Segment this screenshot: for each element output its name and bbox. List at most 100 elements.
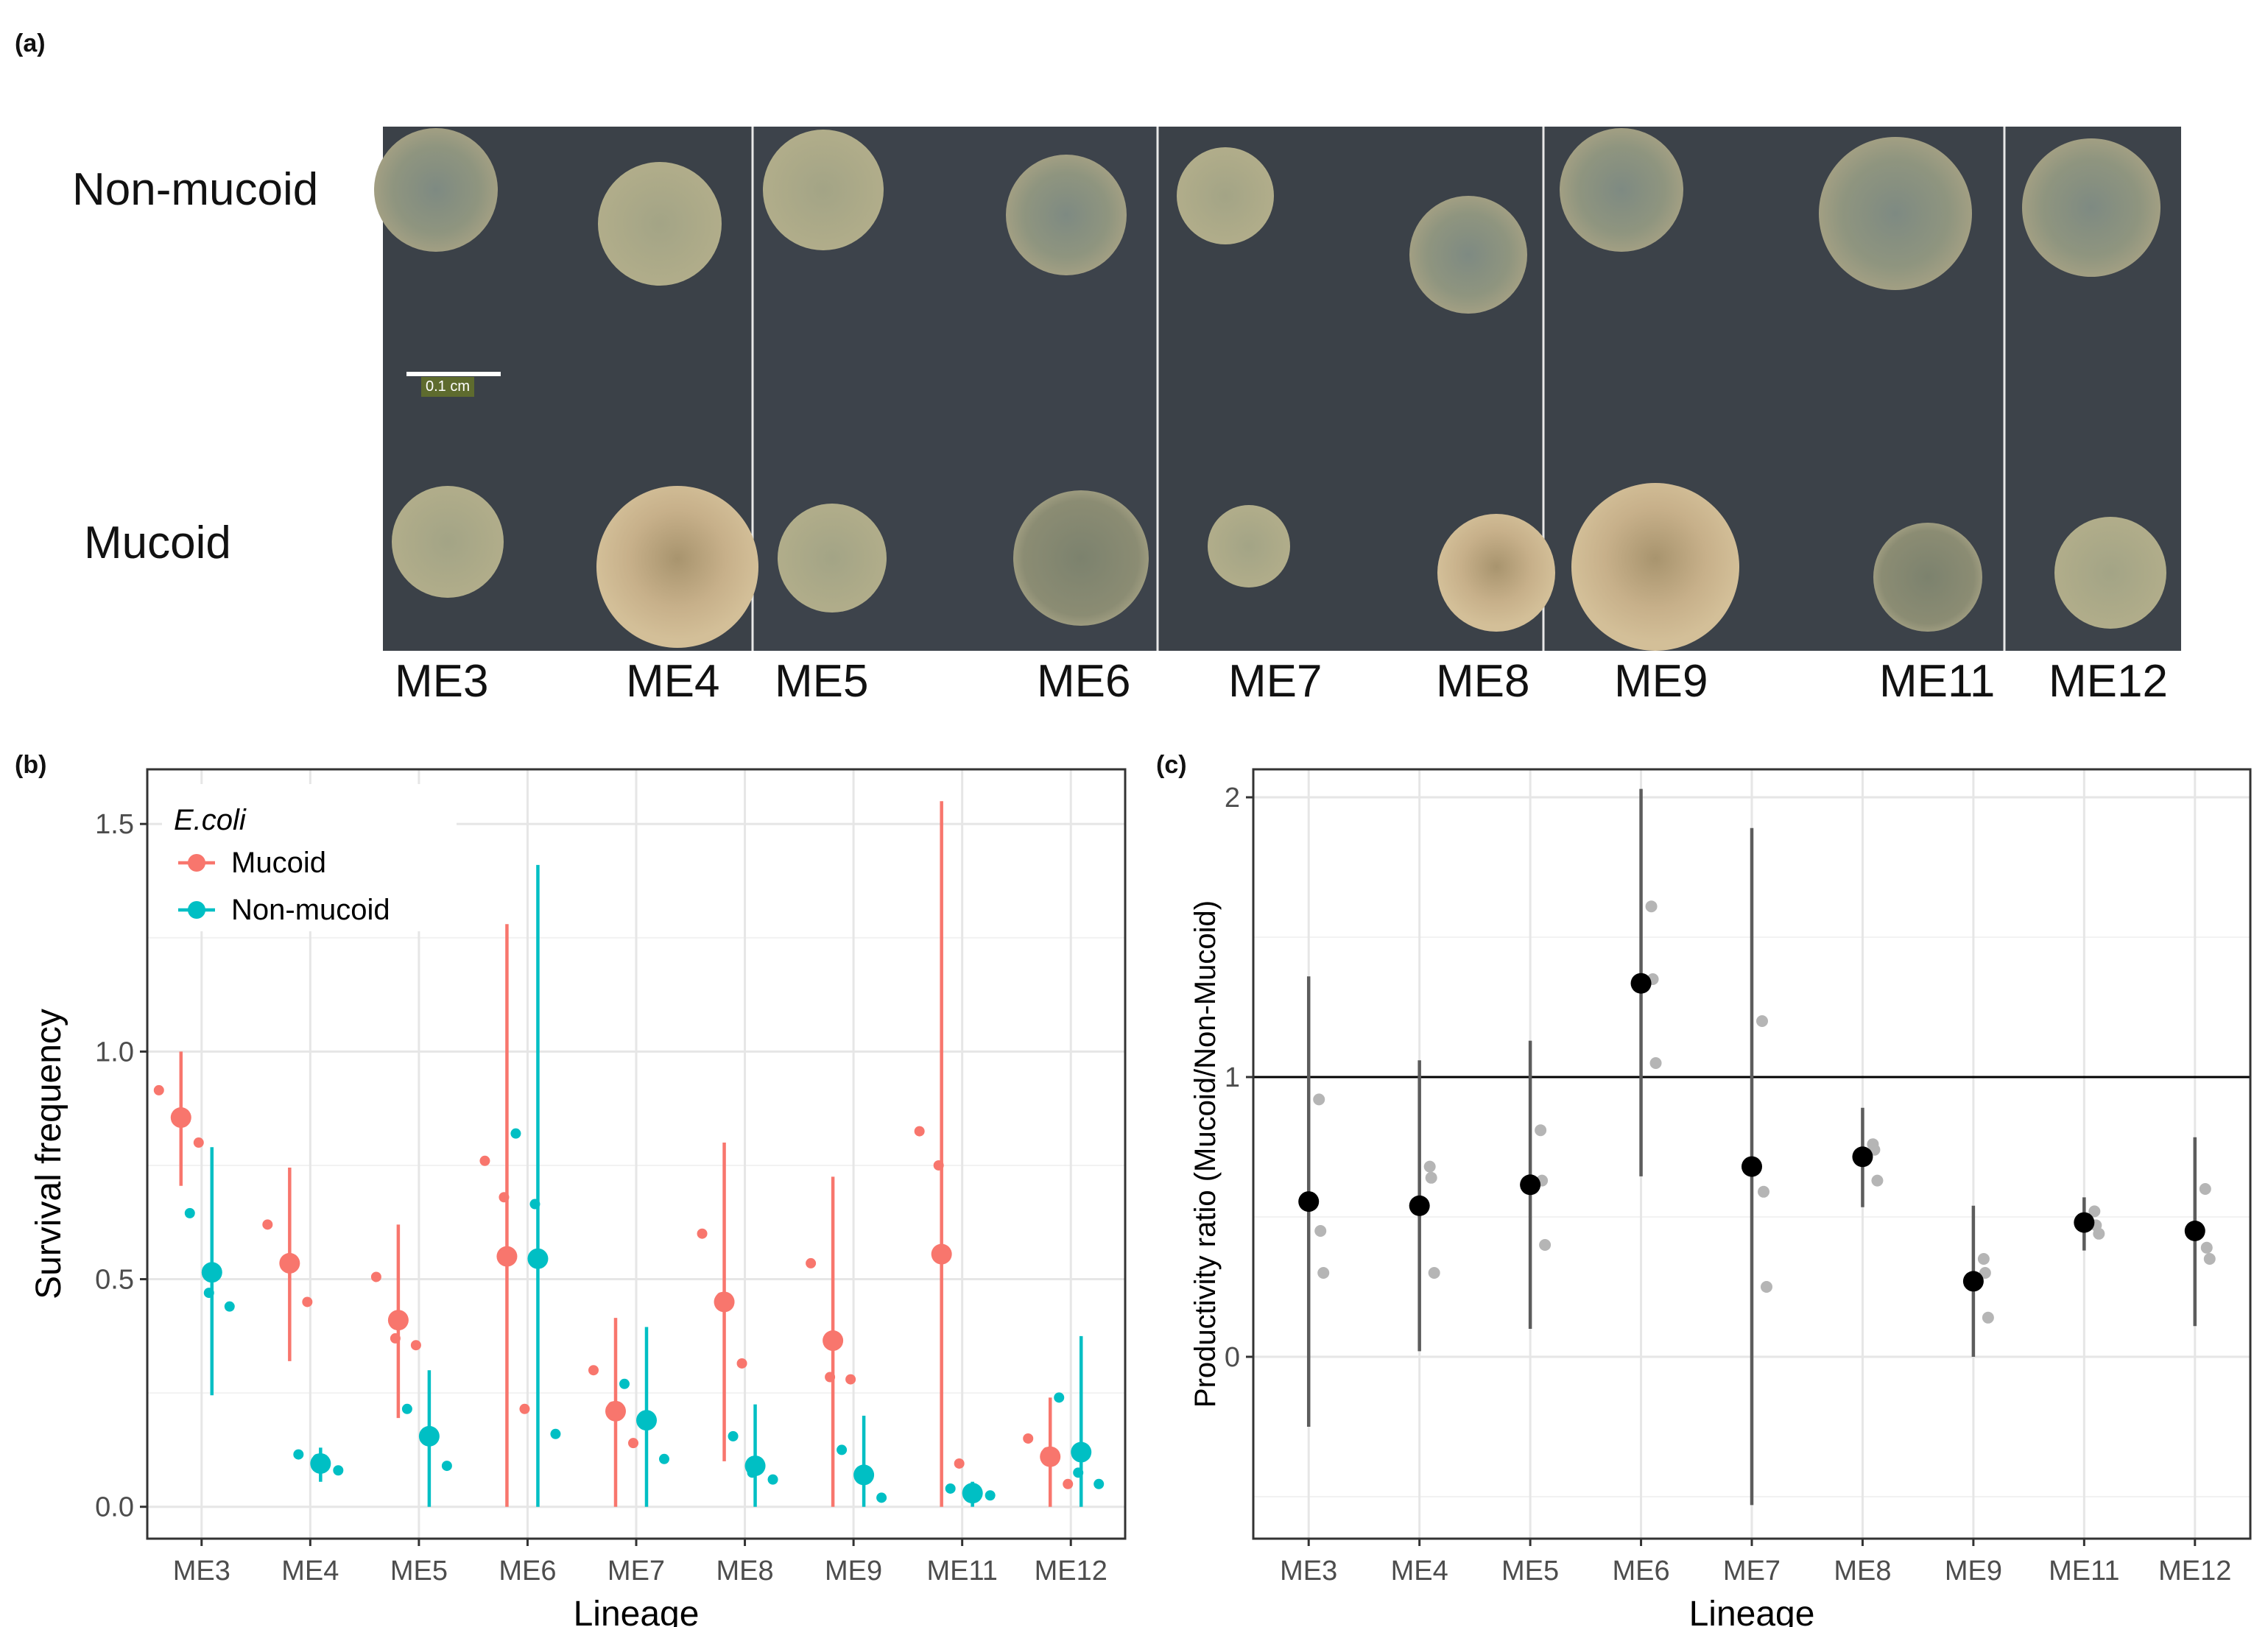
replicate-point-mucoid [410, 1340, 421, 1351]
replicate-point-non-mucoid [203, 1288, 214, 1299]
replicate-point-mucoid [390, 1333, 401, 1344]
replicate-point-non-mucoid [728, 1430, 739, 1441]
replicate-point-ratio [1756, 1015, 1768, 1027]
replicate-point-ratio [2199, 1183, 2211, 1195]
mean-point-ratio [1742, 1156, 1762, 1177]
replicate-point-non-mucoid [529, 1199, 540, 1210]
x-tick-label: ME11 [926, 1556, 997, 1587]
colony-me9-non-mucoid [1560, 128, 1683, 252]
x-tick-label: ME3 [173, 1556, 230, 1587]
replicate-point-mucoid [806, 1257, 817, 1268]
mean-point-mucoid [1040, 1446, 1061, 1467]
y-tick-label: 0 [1225, 1342, 1240, 1373]
mean-point-non-mucoid [310, 1453, 331, 1474]
replicate-point-non-mucoid [1073, 1467, 1084, 1478]
replicate-point-mucoid [736, 1358, 747, 1369]
x-tick-label: ME5 [1501, 1556, 1559, 1587]
replicate-point-mucoid [193, 1137, 204, 1148]
replicate-point-mucoid [519, 1403, 530, 1414]
y-tick-label: 0.0 [95, 1492, 134, 1523]
colony-me5-non-mucoid [763, 130, 884, 250]
replicate-point-non-mucoid [293, 1449, 304, 1460]
x-tick-label: ME11 [2049, 1556, 2119, 1587]
colony-me4-mucoid [596, 486, 758, 648]
lineage-label-me5: ME5 [775, 656, 869, 707]
replicate-point-ratio [1314, 1225, 1327, 1237]
replicate-point-ratio [1758, 1185, 1769, 1198]
replicate-point-mucoid [914, 1126, 925, 1137]
mean-point-mucoid [279, 1252, 300, 1274]
x-tick-label: ME8 [1834, 1556, 1891, 1587]
replicate-point-mucoid [1023, 1433, 1034, 1444]
replicate-point-mucoid [954, 1458, 965, 1469]
replicate-point-mucoid [499, 1192, 510, 1203]
replicate-point-mucoid [153, 1084, 164, 1095]
colony-me5-mucoid [778, 504, 887, 613]
x-tick-label: ME8 [716, 1556, 773, 1587]
replicate-point-non-mucoid [659, 1453, 669, 1464]
x-tick-label: ME7 [1723, 1556, 1781, 1587]
replicate-point-mucoid [370, 1271, 381, 1282]
replicate-point-non-mucoid [876, 1492, 887, 1503]
y-tick-label: 1.0 [95, 1037, 134, 1067]
replicate-point-ratio [1425, 1171, 1437, 1184]
colony-me4-non-mucoid [598, 162, 722, 286]
replicate-point-non-mucoid [945, 1483, 956, 1494]
survival-frequency-chart: 0.0 0.5 1.0 1.5 ME3 ME4 ME5 ME6 ME7 ME8 ME9 ME11 ME1… [29, 768, 1127, 1627]
replicate-point-non-mucoid [767, 1474, 778, 1485]
panel-c-letter: (c) [1156, 751, 1187, 779]
colony-me3-non-mucoid [374, 128, 498, 252]
mean-point-non-mucoid [853, 1464, 875, 1486]
replicate-point-non-mucoid [510, 1128, 521, 1139]
replicate-point-ratio [1871, 1174, 1884, 1187]
x-tick-label: ME12 [1035, 1556, 1107, 1587]
replicate-point-non-mucoid [441, 1461, 452, 1472]
replicate-point-non-mucoid [184, 1207, 195, 1218]
mean-point-mucoid [496, 1246, 518, 1267]
x-tick-label: ME3 [1280, 1556, 1337, 1587]
mean-point-ratio [2184, 1221, 2205, 1241]
colony-me9-mucoid [1571, 483, 1739, 651]
y-axis-title: Survival frequency [29, 1009, 68, 1299]
mean-point-ratio [1630, 973, 1652, 994]
replicate-point-non-mucoid [985, 1490, 996, 1501]
mean-point-non-mucoid [962, 1483, 983, 1504]
replicate-point-ratio [1645, 900, 1658, 913]
colony-me12-non-mucoid [2022, 138, 2160, 277]
replicate-point-non-mucoid [619, 1378, 630, 1389]
mean-point-mucoid [387, 1310, 409, 1331]
legend-entry-non-mucoid: Non-mucoid [231, 894, 390, 926]
x-tick-label: ME6 [499, 1556, 556, 1587]
replicate-point-ratio [1428, 1267, 1440, 1279]
x-tick-label: ME7 [608, 1556, 665, 1587]
replicate-point-non-mucoid [837, 1444, 848, 1455]
colony-photo-panel: (a) Non-mucoid Mucoid [0, 0, 2268, 736]
x-axis-title: Lineage [1689, 1595, 1815, 1627]
replicate-point-mucoid [628, 1438, 638, 1449]
replicate-point-ratio [1761, 1281, 1772, 1293]
lineage-label-me4: ME4 [626, 656, 720, 707]
colony-me11-mucoid [1873, 523, 1982, 632]
colony-me12-mucoid [2054, 517, 2166, 629]
mean-point-non-mucoid [744, 1455, 766, 1477]
mean-point-non-mucoid [636, 1410, 657, 1431]
replicate-point-non-mucoid [333, 1465, 344, 1476]
replicate-point-ratio [1535, 1124, 1547, 1137]
replicate-point-mucoid [1063, 1478, 1074, 1489]
replicate-point-ratio [1649, 1057, 1662, 1069]
replicate-point-mucoid [845, 1374, 856, 1385]
colony-me3-mucoid [392, 486, 504, 598]
replicate-point-mucoid [588, 1365, 599, 1376]
mean-point-mucoid [823, 1330, 844, 1352]
colony-me6-mucoid [1013, 490, 1149, 626]
x-tick-label: ME5 [390, 1556, 448, 1587]
replicate-point-ratio [1539, 1239, 1552, 1251]
productivity-ratio-chart: 0 1 2 ME3 ME4 ME5 ME6 ME7 ME8 ME9 ME11 ME12 Lineage P… [1189, 768, 2252, 1627]
colony-me7-mucoid [1208, 505, 1290, 587]
row-label-mucoid: Mucoid [84, 518, 231, 568]
x-tick-label: ME9 [825, 1556, 882, 1587]
replicate-point-ratio [2203, 1253, 2216, 1265]
replicate-point-non-mucoid [1094, 1478, 1105, 1489]
mean-point-ratio [2074, 1212, 2095, 1233]
replicate-point-mucoid [933, 1160, 944, 1171]
